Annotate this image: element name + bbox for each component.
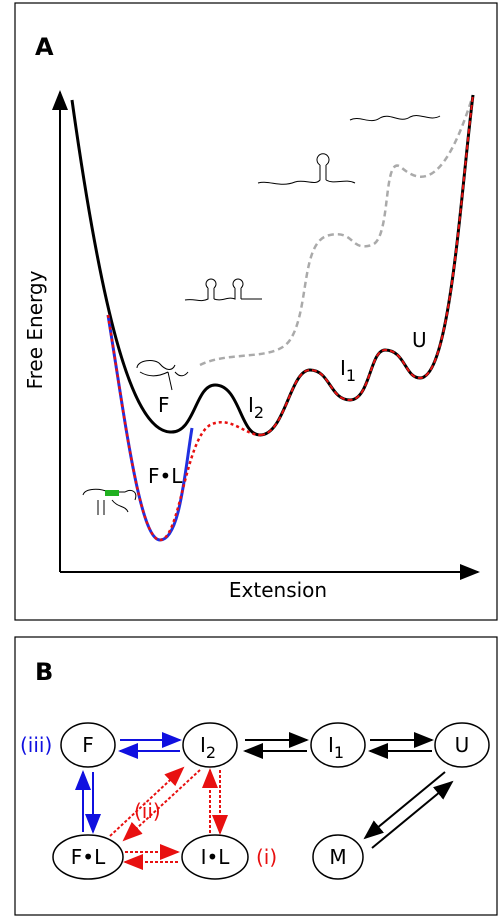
node-labels: F I2 I1 U F•L I•L M [71, 733, 470, 869]
x-axis-label: Extension [229, 578, 327, 602]
arrows [75, 732, 454, 870]
node-label: F•L [71, 845, 106, 869]
node-label: M [329, 845, 346, 869]
state-label: I2 [248, 393, 264, 422]
pathway-label: (iii) [20, 733, 52, 757]
node-label: I•L [201, 845, 231, 869]
state-label: F•L [148, 464, 183, 488]
node-label: I1 [328, 733, 344, 762]
ligand-icon [105, 490, 119, 496]
state-label: U [412, 328, 427, 352]
state-label: F [158, 393, 170, 417]
bound-landscape [106, 314, 261, 542]
pathway-label: (i) [256, 845, 277, 869]
node-label: F [82, 733, 94, 757]
panel-frame [14, 2, 498, 621]
node-label: I2 [200, 733, 216, 762]
panel-frame [14, 636, 498, 916]
unfolded-landscape [199, 94, 475, 367]
node-label: U [455, 733, 470, 757]
panel-label: A [35, 33, 54, 61]
structure-icons [82, 115, 441, 515]
bound-landscape [259, 94, 474, 436]
state-label: I1 [340, 356, 356, 385]
y-axis-label: Free Energy [23, 270, 47, 389]
energy-landscape [70, 94, 475, 437]
panel-label: B [35, 658, 53, 686]
state-nodes [52, 722, 490, 880]
